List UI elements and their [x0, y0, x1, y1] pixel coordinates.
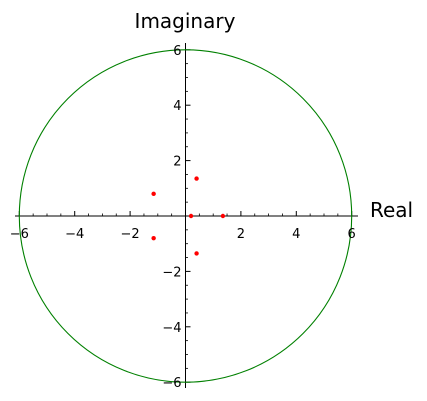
x-tick-label: 2 [237, 227, 245, 242]
x-tick-label: 6 [348, 227, 356, 242]
y-axis-label: Imaginary [135, 9, 236, 33]
circle-layer [18, 49, 353, 383]
y-tick-label: −2 [162, 265, 181, 280]
data-point [188, 213, 194, 219]
y-tick-label: 6 [173, 44, 181, 59]
x-tick-label: −2 [121, 227, 140, 242]
x-tick-label: −6 [10, 227, 29, 242]
x-tick-label: −4 [65, 227, 84, 242]
axes [15, 43, 358, 388]
y-tick-label: −6 [162, 376, 181, 391]
data-point [194, 176, 199, 181]
x-tick-label: 4 [292, 227, 300, 242]
points-layer [151, 176, 226, 256]
data-point [151, 191, 156, 197]
y-tick-label: 4 [173, 99, 181, 114]
data-point [151, 235, 156, 241]
x-axis-label: Real [370, 198, 413, 222]
tick-labels: −6 −4 −2 2 4 6 −6 −4 −2 2 4 6 [10, 44, 356, 391]
data-point [220, 213, 226, 219]
radius-circle [18, 49, 353, 383]
y-tick-label: 2 [173, 155, 181, 170]
y-tick-label: −4 [162, 321, 181, 336]
data-point [194, 251, 199, 256]
